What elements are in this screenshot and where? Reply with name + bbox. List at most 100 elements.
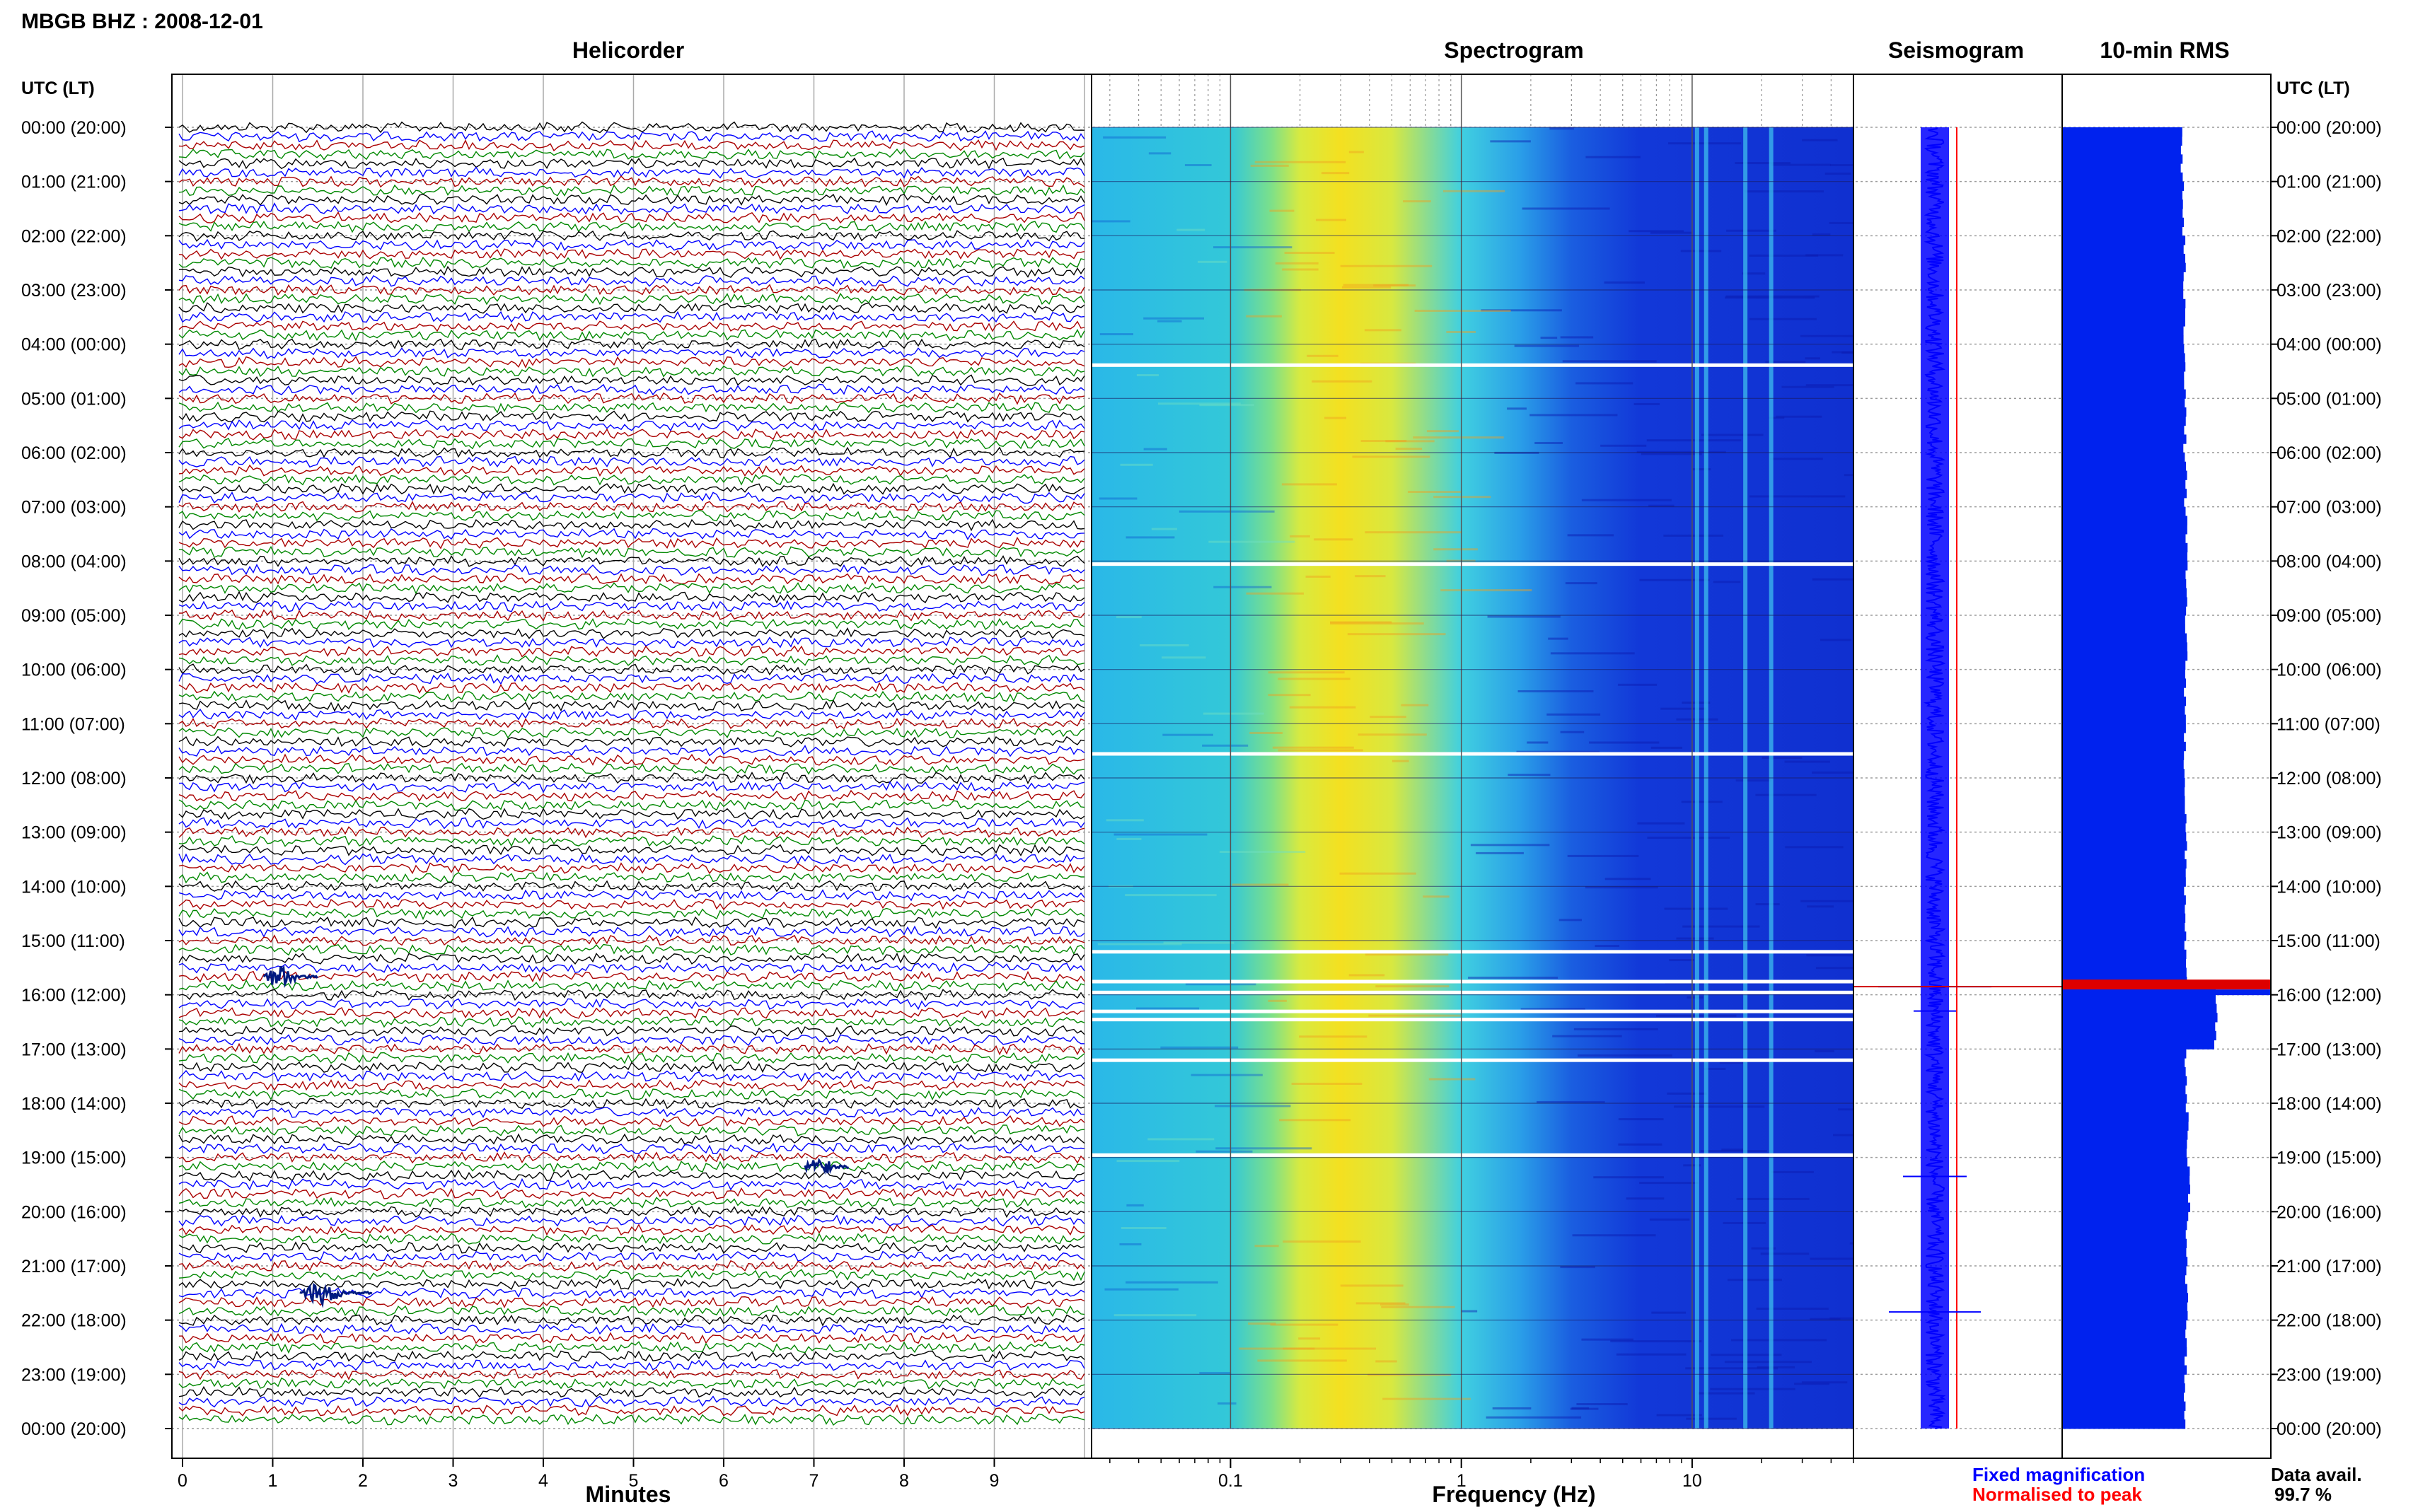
rms-bar (2062, 1013, 2218, 1023)
rms-bar (2062, 886, 2185, 896)
rms-bar (2062, 687, 2185, 697)
rms-bar (2062, 1329, 2186, 1339)
time-tick-right: 15:00 (11:00) (2277, 931, 2381, 951)
helicorder-event (804, 1158, 850, 1175)
spectrogram-image (1092, 74, 1853, 1429)
helicorder-trace-row (178, 1350, 1085, 1362)
helicorder-trace-row (178, 962, 1085, 974)
helicorder-trace-row (178, 157, 1085, 170)
legend-fixed-magnification: Fixed magnification (1972, 1464, 2145, 1485)
rms-bar (2062, 949, 2187, 960)
rms-bar (2062, 479, 2186, 489)
time-tick-left: 15:00 (11:00) (21, 931, 125, 951)
rms-bar (2062, 1419, 2186, 1429)
helicorder-trace-row (178, 1177, 1085, 1191)
time-tick-left: 06:00 (02:00) (21, 443, 127, 463)
helicorder-trace-row (178, 1016, 1085, 1028)
time-tick-right: 21:00 (17:00) (2277, 1257, 2382, 1277)
helicorder-trace-row (178, 853, 1085, 866)
helicorder-trace-row (178, 1385, 1085, 1399)
time-tick-left: 13:00 (09:00) (21, 823, 127, 843)
helicorder-trace-row (178, 1034, 1084, 1047)
time-tick-left: 05:00 (01:00) (21, 389, 127, 409)
rms-bar (2062, 154, 2183, 164)
rms-bar (2062, 1004, 2217, 1013)
spectrogram-gap (1092, 979, 1853, 984)
helicorder-trace-row (178, 889, 1085, 902)
axis-ticks (165, 127, 2278, 1468)
helicorder-trace-row (178, 953, 1085, 965)
helicorder-trace-row (178, 184, 1085, 197)
rms-bar (2062, 814, 2187, 824)
helicorder-trace-row (178, 862, 1085, 875)
rms-bar (2062, 1166, 2190, 1176)
helicorder-trace-row (178, 979, 1085, 992)
rms-bar (2062, 416, 2186, 426)
helicorder-trace-row (178, 1187, 1085, 1200)
helicorder-trace-row (178, 943, 1085, 956)
time-tick-left: 19:00 (15:00) (21, 1148, 127, 1168)
helicorder-trace-row (178, 265, 1085, 278)
spectrogram-x-label: Frequency (Hz) (1432, 1482, 1595, 1507)
helicorder-trace-row (178, 1260, 1085, 1272)
helicorder-trace-row (178, 230, 1085, 242)
rms-bar (2062, 868, 2186, 878)
rms-bar (2062, 506, 2186, 516)
rms-bar (2062, 1157, 2188, 1167)
helicorder-trace-row (178, 871, 1084, 884)
station-title: MBGB BHZ : 2008-12-01 (21, 10, 263, 33)
rms-bar (2062, 353, 2185, 363)
rms-bar (2062, 1202, 2190, 1212)
frequency-tick-label: 10 (1682, 1471, 1702, 1491)
helicorder-trace-row (178, 310, 1085, 323)
rms-bar (2062, 181, 2185, 191)
time-tick-right: 22:00 (18:00) (2277, 1311, 2382, 1331)
spectrogram-gap (1092, 752, 1853, 756)
time-tick-right: 09:00 (05:00) (2277, 606, 2382, 626)
helicorder-trace-row (178, 464, 1085, 477)
rms-bar (2062, 1302, 2187, 1312)
helicorder-trace-row (178, 347, 1085, 359)
helicorder-trace-row (178, 374, 1085, 387)
rms-bar (2062, 570, 2186, 580)
time-tick-right: 19:00 (15:00) (2277, 1148, 2382, 1168)
rms-bars (2062, 127, 2271, 1429)
helicorder-trace-row (178, 1278, 1085, 1290)
rms-bar (2062, 1229, 2186, 1240)
data-availability-value: 99.7 % (2274, 1484, 2332, 1505)
rms-bar (2062, 1248, 2187, 1257)
helicorder-trace-row (178, 1197, 1085, 1209)
rms-bar (2062, 308, 2185, 318)
helicorder-trace-row (178, 419, 1085, 432)
rms-bar (2062, 1112, 2189, 1122)
rms-bar (2062, 1266, 2187, 1276)
helicorder-trace-row (178, 817, 1085, 830)
helicorder-trace-row (178, 564, 1085, 576)
helicorder-trace-row (178, 1413, 1085, 1426)
helicorder-trace-row (178, 1322, 1085, 1336)
rms-bar (2062, 1374, 2185, 1384)
helicorder-trace-row (178, 302, 1085, 314)
rms-bar (2062, 1049, 2187, 1059)
rms-bar (2062, 1094, 2187, 1104)
rms-bar (2062, 1293, 2189, 1303)
helicorder-trace-row (178, 600, 1085, 612)
time-tick-right: 06:00 (02:00) (2277, 443, 2382, 463)
legend-normalised-to-peak: Normalised to peak (1972, 1484, 2142, 1505)
rms-bar (2062, 281, 2184, 291)
rms-bar (2062, 561, 2188, 571)
helicorder-trace-row (178, 1160, 1085, 1173)
time-tick-right: 07:00 (03:00) (2277, 498, 2382, 518)
helicorder-trace-row (178, 166, 1085, 179)
helicorder-trace-row (178, 328, 1085, 342)
helicorder-trace-row (178, 636, 1085, 649)
rms-bar (2062, 389, 2186, 399)
rms-bar (2062, 1058, 2185, 1068)
rms-bar (2062, 805, 2185, 815)
time-tick-left: 18:00 (14:00) (21, 1094, 127, 1114)
time-tick-left: 00:00 (20:00) (21, 118, 127, 138)
rms-bar (2062, 226, 2182, 236)
rms-bar (2062, 1392, 2185, 1402)
helicorder-trace-row (178, 1395, 1085, 1408)
spectrogram-gap (1092, 1058, 1853, 1062)
